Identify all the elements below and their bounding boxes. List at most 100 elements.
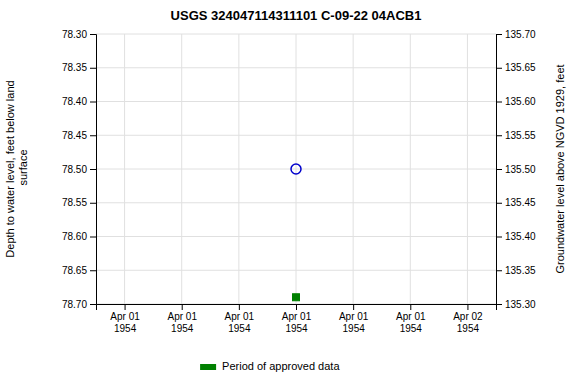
y-tick-label: 78.65 <box>62 265 87 276</box>
y2-tick: 135.70 <box>496 29 536 40</box>
grid-line <box>467 34 468 304</box>
y-tick-mark <box>90 169 96 170</box>
y-tick-mark <box>90 102 96 103</box>
x-tick-mark <box>296 304 297 310</box>
y-tick: 78.45 <box>62 130 96 141</box>
point <box>291 164 301 174</box>
y-tick-mark <box>90 135 96 136</box>
y-tick: 78.70 <box>62 299 96 310</box>
y2-tick-mark <box>496 34 502 35</box>
x-tick-mark <box>410 304 411 310</box>
y-tick-mark <box>90 270 96 271</box>
y2-tick-mark <box>496 270 502 271</box>
y-axis-title: Depth to water level, feet below land su… <box>4 80 29 257</box>
text-line: 1954 <box>400 323 423 334</box>
text-line: Depth to water level, feet below land <box>4 80 16 257</box>
text-line: Apr 01 <box>110 311 140 322</box>
y2-tick: 135.40 <box>496 231 536 242</box>
legend-swatch <box>200 364 216 370</box>
legend-label: Period of approved data <box>222 360 340 372</box>
y2-axis-line <box>497 35 503 305</box>
x-tick-label: Apr 011954 <box>282 311 312 334</box>
text-line: Groundwater level above NGVD 1929, feet <box>554 64 566 273</box>
marks <box>291 164 301 301</box>
y2-axis-title: Groundwater level above NGVD 1929, feet <box>554 64 566 273</box>
x-tick-mark <box>182 304 183 310</box>
y-tick-label: 78.50 <box>62 164 87 175</box>
x-tick-mark <box>239 304 240 310</box>
y-tick-label: 78.35 <box>62 62 87 73</box>
y2-tick-mark <box>496 203 502 204</box>
x-tick-label: Apr 011954 <box>167 311 197 334</box>
text-line: 1954 <box>114 323 137 334</box>
legend: Period of approved data <box>200 360 340 372</box>
x-tick-label: Apr 011954 <box>396 311 426 334</box>
y2-tick: 135.35 <box>496 265 536 276</box>
y2-tick-label: 135.55 <box>505 130 536 141</box>
series <box>291 164 301 174</box>
y-tick-label: 78.70 <box>62 299 87 310</box>
grid-line <box>124 34 125 304</box>
y-axis-line <box>90 35 97 305</box>
text-line: 1954 <box>343 323 366 334</box>
x-tick-label: Apr 011954 <box>339 311 369 334</box>
y2-tick: 135.50 <box>496 164 536 175</box>
y2-tick-mark <box>496 169 502 170</box>
y2-tick-mark <box>496 68 502 69</box>
text-line: surface <box>17 149 29 188</box>
x-tick-label: Apr 011954 <box>225 311 255 334</box>
y-tick: 78.35 <box>62 62 96 73</box>
y-tick-label: 78.55 <box>62 197 87 208</box>
y2-tick: 135.65 <box>496 62 536 73</box>
x-tick-mark <box>125 304 126 310</box>
x-tick: Apr 021954 <box>453 304 483 334</box>
y-tick-mark <box>90 203 96 204</box>
y2-tick-mark <box>496 237 502 238</box>
y-axis: 78.3078.3578.4078.4578.5078.5578.6078.65… <box>62 29 97 310</box>
text-line: 1954 <box>285 323 308 334</box>
y2-tick-label: 135.70 <box>505 29 536 40</box>
y-tick: 78.40 <box>62 96 96 107</box>
y-tick-mark <box>90 237 96 238</box>
title: USGS 324047114311101 C-09-22 04ACB1 <box>171 8 422 23</box>
x-axis-line <box>97 305 497 311</box>
legend-item: Period of approved data <box>200 360 340 372</box>
point <box>293 294 300 301</box>
x-axis: Apr 011954Apr 011954Apr 011954Apr 011954… <box>97 304 497 334</box>
x-tick: Apr 011954 <box>167 304 197 334</box>
x-tick-mark <box>353 304 354 310</box>
text-line: 1954 <box>228 323 251 334</box>
y-tick: 78.30 <box>62 29 96 40</box>
x-tick: Apr 011954 <box>282 304 312 334</box>
grid <box>96 34 496 304</box>
x-tick-mark <box>467 304 468 310</box>
grid-line <box>238 34 239 304</box>
y2-tick-label: 135.65 <box>505 62 536 73</box>
y2-tick: 135.45 <box>496 197 536 208</box>
grid-line <box>296 34 297 304</box>
y2-tick-label: 135.50 <box>505 164 536 175</box>
text-line: Apr 01 <box>339 311 369 322</box>
y2-tick-label: 135.60 <box>505 96 536 107</box>
y2-tick-label: 135.35 <box>505 265 536 276</box>
y-tick: 78.50 <box>62 164 96 175</box>
x-tick: Apr 011954 <box>339 304 369 334</box>
x-tick: Apr 011954 <box>225 304 255 334</box>
grid-line <box>410 34 411 304</box>
y-tick-mark <box>90 34 96 35</box>
x-tick-label: Apr 021954 <box>453 311 483 334</box>
grid-line <box>353 34 354 304</box>
text-line: Apr 01 <box>396 311 426 322</box>
text-line: Apr 01 <box>225 311 255 322</box>
text-line: Apr 01 <box>167 311 197 322</box>
y2-tick-mark <box>496 135 502 136</box>
y2-axis: 135.70 135.65 135.60 135.55 135.50 135.45 135.… <box>496 29 536 310</box>
y2-tick-mark <box>496 304 502 305</box>
x-tick: Apr 011954 <box>110 304 140 334</box>
y-tick-mark <box>90 304 96 305</box>
y-tick-label: 78.45 <box>62 130 87 141</box>
y2-tick-label: 135.45 <box>505 197 536 208</box>
x-tick: Apr 011954 <box>396 304 426 334</box>
y2-tick-mark <box>496 102 502 103</box>
text-line: Apr 02 <box>453 311 483 322</box>
